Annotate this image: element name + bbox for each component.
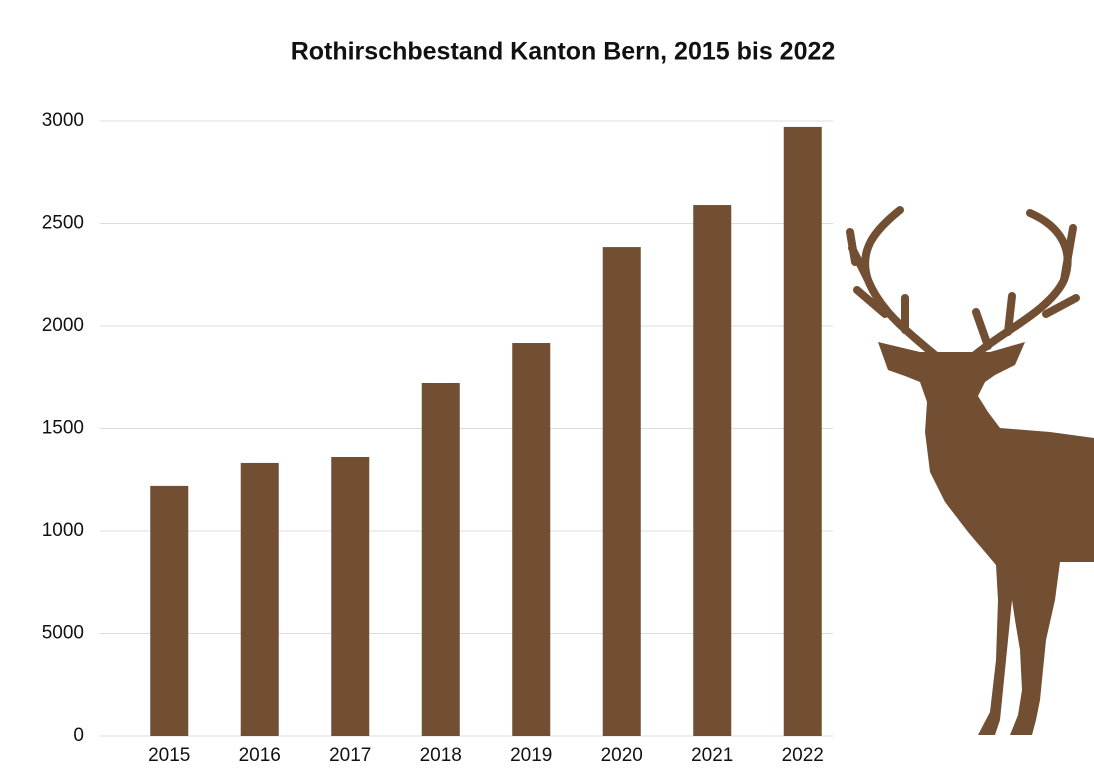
x-tick-label: 2020 (601, 745, 643, 766)
bar (602, 247, 641, 736)
x-tick-label: 2015 (148, 745, 190, 766)
y-tick-label: 2000 (42, 315, 84, 336)
x-tick-label: 2022 (782, 745, 824, 766)
y-tick-label: 5000 (42, 623, 84, 644)
x-tick-label: 2017 (329, 745, 371, 766)
x-tick-label: 2021 (691, 745, 733, 766)
x-tick-label: 2016 (239, 745, 281, 766)
chart-title: Rothirschbestand Kanton Bern, 2015 bis 2… (291, 38, 836, 66)
x-tick-label: 2019 (510, 745, 552, 766)
y-tick-label: 1000 (42, 520, 84, 541)
bar (150, 485, 189, 736)
bar (693, 205, 732, 737)
bar (421, 382, 460, 736)
bar (240, 462, 279, 736)
bar (783, 126, 822, 736)
bar (331, 456, 370, 736)
deer-silhouette (846, 206, 1094, 735)
bar (512, 343, 551, 736)
y-tick-label: 0 (73, 725, 84, 746)
y-tick-label: 1500 (42, 418, 84, 439)
y-tick-label: 3000 (42, 110, 84, 131)
x-tick-label: 2018 (420, 745, 462, 766)
y-tick-label: 2500 (42, 213, 84, 234)
